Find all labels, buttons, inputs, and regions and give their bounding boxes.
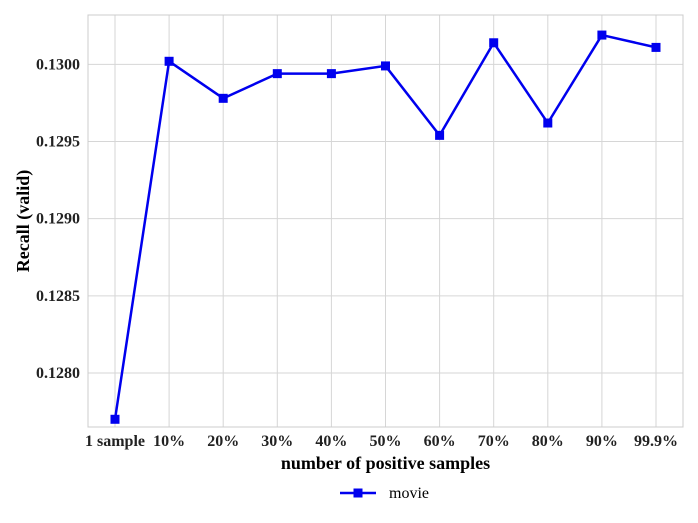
x-tick-label: 99.9% xyxy=(634,433,678,450)
grid xyxy=(88,15,683,427)
x-tick-label: 20% xyxy=(207,433,239,450)
data-point xyxy=(597,30,607,40)
data-point xyxy=(651,42,661,52)
y-tick-label: 0.1285 xyxy=(36,288,80,305)
y-axis-ticks: 0.1280 0.1285 0.1290 0.1295 0.1300 xyxy=(36,56,80,382)
y-tick-label: 0.1300 xyxy=(36,56,80,73)
x-tick-label: 70% xyxy=(478,433,510,450)
y-tick-label: 0.1295 xyxy=(36,134,80,151)
data-point xyxy=(110,414,120,424)
data-point xyxy=(272,69,282,79)
data-point xyxy=(381,61,390,71)
data-point xyxy=(489,38,499,48)
legend-marker xyxy=(353,488,363,498)
series-layer xyxy=(110,30,661,424)
x-axis-ticks: 1 sample 10% 20% 30% 40% 50% 60% 70% 80% 90% 99.9% xyxy=(85,433,678,450)
y-tick-label: 0.1290 xyxy=(36,211,80,228)
x-tick-label: 40% xyxy=(315,433,347,450)
data-point xyxy=(326,69,336,79)
x-axis-title: number of positive samples xyxy=(281,453,490,473)
x-tick-label: 80% xyxy=(532,433,564,450)
x-tick-label: 1 sample xyxy=(85,433,145,450)
y-tick-label: 0.1280 xyxy=(36,365,80,382)
y-axis-title: Recall (valid) xyxy=(13,170,34,272)
plot-frame xyxy=(87,14,684,428)
data-point xyxy=(543,118,553,128)
data-point xyxy=(218,93,228,103)
data-point xyxy=(164,56,174,66)
data-point xyxy=(435,130,445,140)
legend: movie xyxy=(340,485,429,502)
x-tick-label: 10% xyxy=(153,433,185,450)
x-tick-label: 90% xyxy=(586,433,618,450)
x-tick-label: 50% xyxy=(370,433,402,450)
legend-label: movie xyxy=(389,485,429,502)
x-tick-label: 60% xyxy=(424,433,456,450)
x-tick-label: 30% xyxy=(261,433,293,450)
